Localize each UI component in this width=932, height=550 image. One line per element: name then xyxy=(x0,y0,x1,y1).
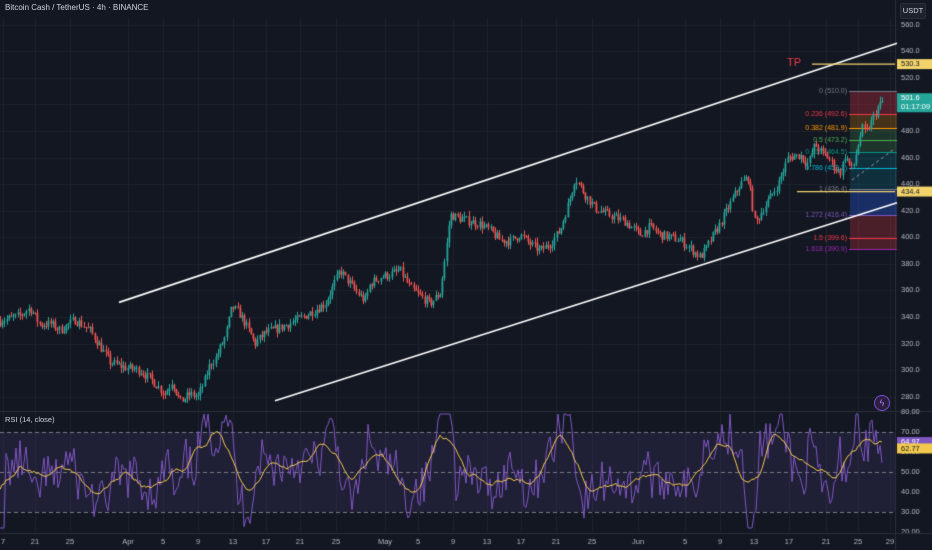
lightning-icon[interactable]: ϟ xyxy=(874,395,890,411)
symbol-title[interactable]: Bitcoin Cash / TetherUS · 4h · BINANCE xyxy=(5,3,149,12)
rsi-indicator-title[interactable]: RSI (14, close) xyxy=(5,415,55,424)
currency-button[interactable]: USDT xyxy=(900,3,926,19)
